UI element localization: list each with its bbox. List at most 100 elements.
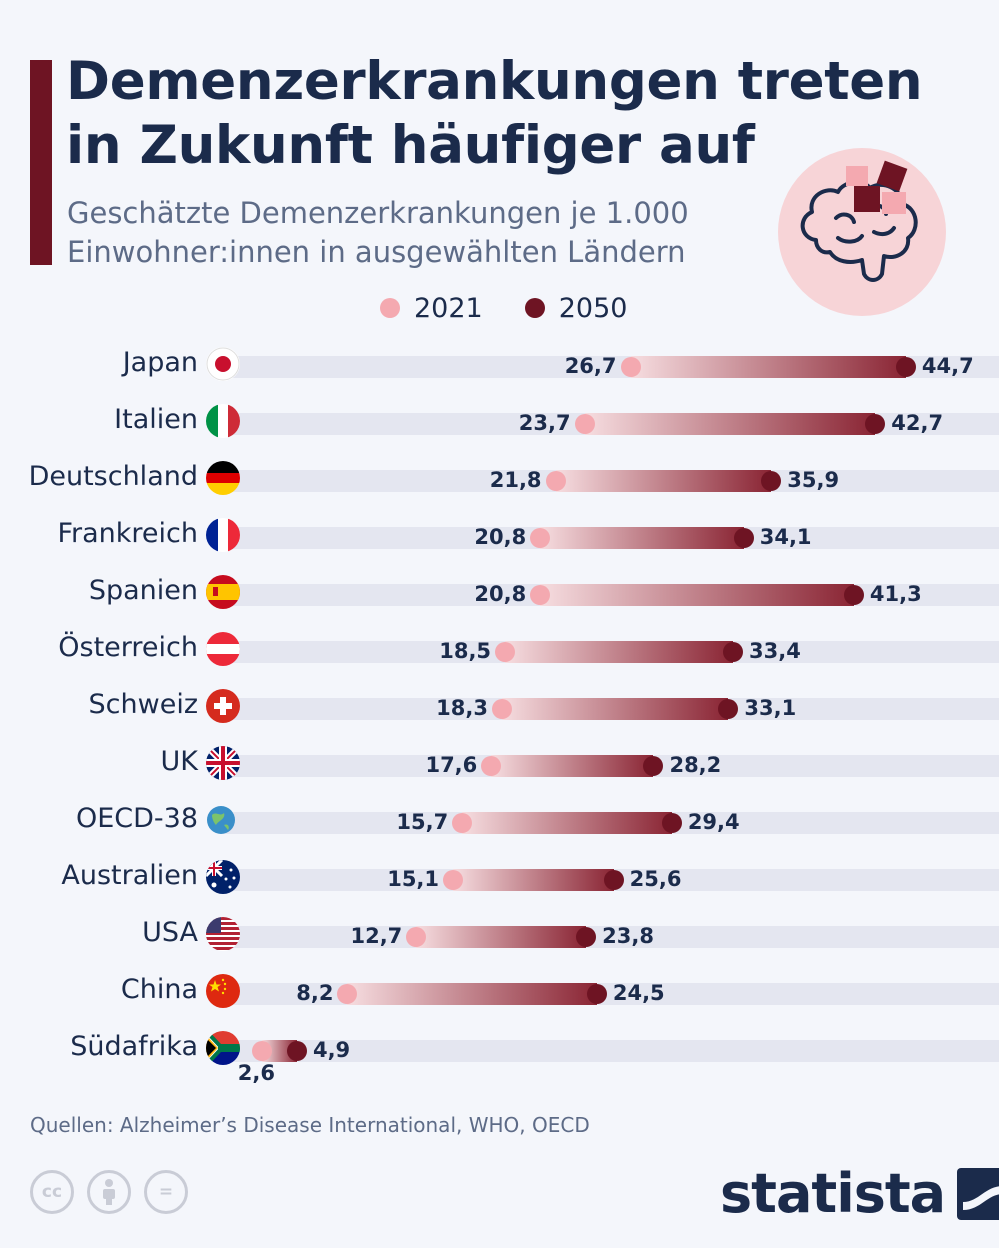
legend-item-2021: 2021 — [380, 293, 483, 324]
marker-2021 — [530, 585, 551, 605]
bar-track — [222, 1040, 999, 1062]
value-label-2021: 15,1 — [387, 867, 440, 891]
germany-flag-icon — [206, 461, 240, 495]
france-flag-icon — [206, 518, 240, 552]
value-label-2050: 4,9 — [312, 1038, 351, 1062]
change-range-bar — [540, 527, 744, 549]
value-label-2050: 33,4 — [749, 639, 801, 663]
marker-2050 — [286, 1041, 307, 1061]
category-label: USA — [142, 917, 198, 948]
value-label-2021: 12,7 — [350, 924, 403, 948]
value-label-2050: 41,3 — [869, 582, 922, 606]
chart-legend: 2021 2050 — [380, 290, 649, 326]
china-flag-icon — [206, 974, 240, 1008]
change-range-bar — [491, 755, 654, 777]
change-range-bar — [347, 983, 597, 1005]
marker-2050 — [576, 927, 597, 947]
marker-2050 — [661, 813, 682, 833]
marker-2021 — [251, 1041, 272, 1061]
value-label-2050: 33,1 — [744, 696, 797, 720]
chart-subtitle: Geschätzte Demenzerkrankungen je 1.000 E… — [67, 196, 689, 269]
value-label-2050: 42,7 — [891, 411, 944, 435]
statista-logo: statista — [720, 1162, 999, 1225]
license-icons: cc = — [30, 1170, 188, 1214]
usa-flag-icon — [206, 917, 240, 951]
value-label-2021: 20,8 — [474, 525, 527, 549]
value-label-2021: 2,6 — [237, 1061, 275, 1085]
category-label: Südafrika — [70, 1031, 198, 1062]
change-range-bar — [453, 869, 614, 891]
marker-2050 — [761, 471, 782, 491]
category-label: Japan — [122, 347, 198, 378]
chart-row-spanien: Spanien 20,8 41,3 — [0, 575, 999, 633]
category-label: Spanien — [88, 575, 198, 606]
value-label-2021: 26,7 — [564, 354, 617, 378]
chart-row-österreich: Österreich 18,5 33,4 — [0, 632, 999, 690]
chart-row-oecd-38: OECD-38 15,7 29,4 — [0, 804, 999, 861]
title-accent-bar — [30, 60, 52, 265]
category-label: UK — [160, 746, 198, 777]
value-label-2050: 35,9 — [787, 468, 840, 492]
legend-dot-2050 — [524, 298, 545, 318]
austria-flag-icon — [206, 632, 240, 666]
value-label-2050: 23,8 — [602, 924, 654, 948]
oecd-globe-icon — [206, 803, 240, 837]
spain-flag-icon — [206, 575, 240, 609]
chart-row-uk: UK 17,6 28,2 — [0, 746, 999, 804]
change-range-bar — [501, 698, 729, 720]
marker-2050 — [643, 756, 664, 776]
chart-row-italien: Italien 23,7 42,7 — [0, 404, 999, 462]
marker-2021 — [452, 813, 473, 833]
category-label: Frankreich — [57, 518, 198, 549]
marker-2021 — [406, 927, 427, 947]
change-range-bar — [462, 812, 672, 834]
value-label-2021: 21,8 — [489, 468, 542, 492]
category-label: Deutschland — [28, 461, 198, 492]
change-range-bar — [505, 641, 734, 663]
switzerland-flag-icon — [206, 689, 240, 723]
value-label-2050: 29,4 — [687, 810, 740, 834]
category-label: Schweiz — [88, 689, 198, 720]
legend-label-2021: 2021 — [414, 292, 483, 324]
chart-row-usa: USA 12,7 23,8 — [0, 917, 999, 975]
change-range-bar — [584, 413, 876, 435]
category-label: China — [120, 974, 198, 1005]
marker-2021 — [481, 756, 502, 776]
value-label-2021: 18,3 — [436, 696, 488, 720]
marker-2050 — [723, 642, 744, 662]
category-label: Italien — [114, 404, 198, 435]
marker-2021 — [337, 984, 358, 1004]
attribution-person-icon — [87, 1170, 131, 1214]
marker-2050 — [865, 414, 886, 434]
marker-2021 — [620, 357, 641, 377]
marker-2021 — [545, 471, 566, 491]
value-label-2021: 23,7 — [518, 411, 571, 435]
japan-flag-icon — [206, 347, 240, 381]
value-label-2050: 24,5 — [612, 981, 665, 1005]
marker-2021 — [443, 870, 464, 890]
marker-2050 — [843, 585, 864, 605]
chart-row-australien: Australien 15,1 25,6 — [0, 860, 999, 918]
marker-2050 — [586, 984, 607, 1004]
value-label-2021: 8,2 — [296, 981, 334, 1005]
value-label-2050: 44,7 — [921, 354, 974, 378]
chart-row-südafrika: Südafrika 2,6 4,9 — [0, 1031, 999, 1089]
chart-row-china: China 8,2 24,5 — [0, 974, 999, 1032]
brain-puzzle-icon — [778, 148, 946, 316]
marker-2050 — [733, 528, 754, 548]
statista-logo-mark-icon — [957, 1167, 999, 1220]
change-range-bar — [630, 356, 906, 378]
legend-label-2050: 2050 — [558, 292, 628, 324]
value-label-2021: 20,8 — [474, 582, 527, 606]
south-africa-flag-icon — [206, 1031, 240, 1065]
marker-2050 — [895, 357, 916, 377]
australia-flag-icon — [206, 860, 240, 894]
italy-flag-icon — [206, 404, 240, 438]
category-label: OECD-38 — [75, 803, 198, 834]
chart-row-deutschland: Deutschland 21,8 35,9 — [0, 461, 999, 519]
creative-commons-icon: cc — [30, 1170, 74, 1214]
change-range-bar — [540, 584, 854, 606]
change-range-bar — [416, 926, 587, 948]
chart-row-frankreich: Frankreich 20,8 34,1 — [0, 518, 999, 576]
source-note: Quellen: Alzheimer’s Disease Internation… — [30, 1113, 590, 1137]
